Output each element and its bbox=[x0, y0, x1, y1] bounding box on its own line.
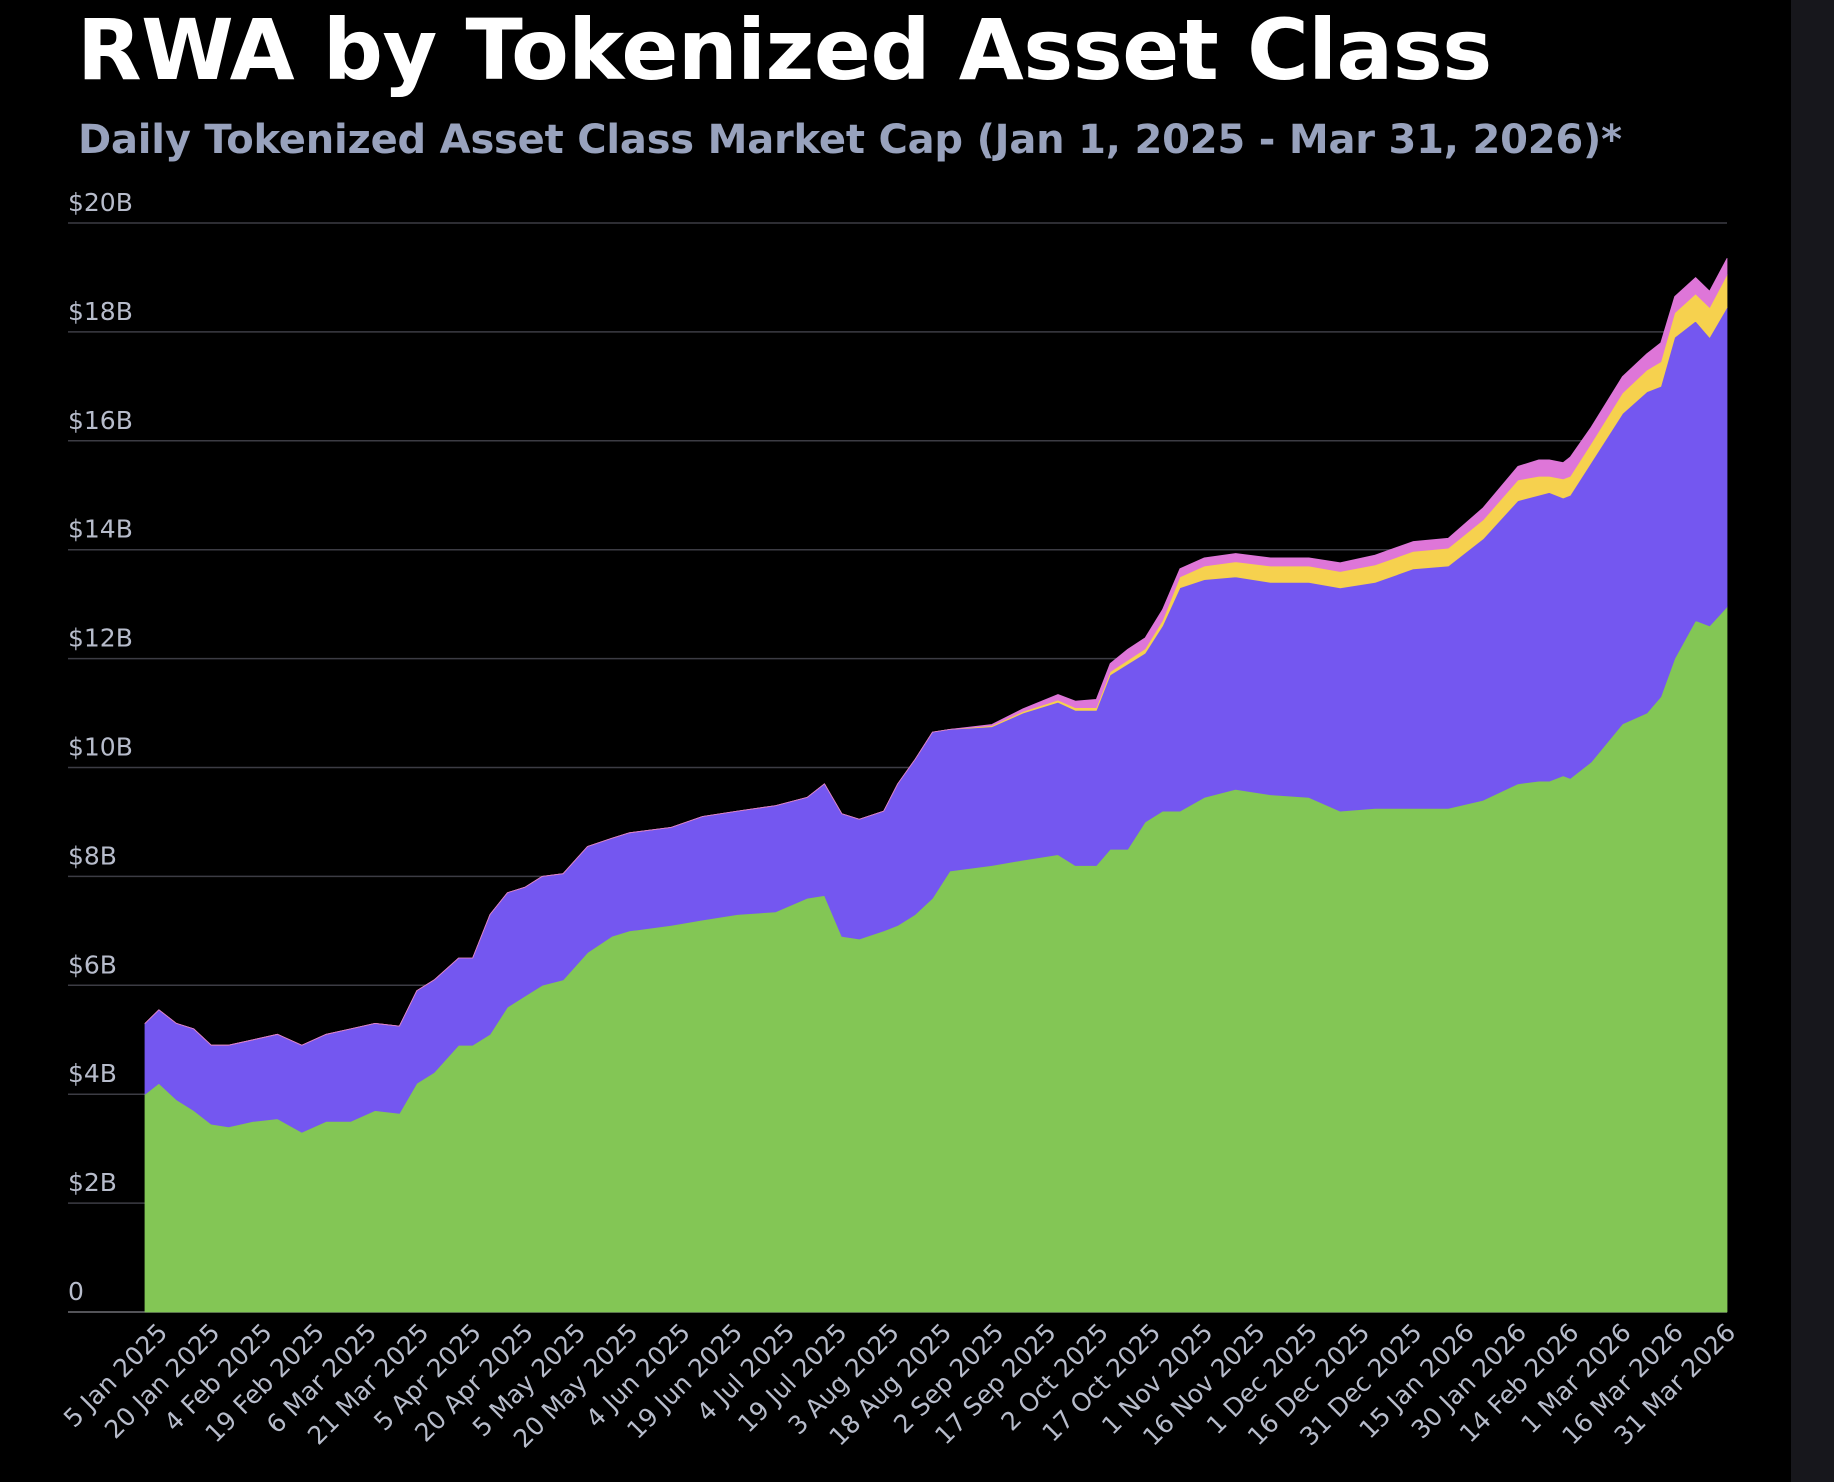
page-title: RWA by Tokenized Asset Class bbox=[77, 1, 1492, 99]
y-tick-label: $18B bbox=[68, 297, 133, 326]
y-tick-label: $12B bbox=[68, 624, 133, 653]
y-tick-label: $20B bbox=[68, 188, 133, 217]
y-tick-label: $4B bbox=[68, 1059, 117, 1088]
page-subtitle: Daily Tokenized Asset Class Market Cap (… bbox=[78, 117, 1622, 163]
y-axis: 0 $2B $4B $6B $8B $10B $12B $14B $16B $18B $20B bbox=[68, 188, 133, 1306]
window-edge bbox=[1791, 0, 1834, 1482]
y-tick-label: $16B bbox=[68, 406, 133, 435]
y-tick-label: $10B bbox=[68, 733, 133, 762]
y-tick-label: $2B bbox=[68, 1168, 117, 1197]
y-tick-label: 0 bbox=[68, 1277, 84, 1306]
series-area-4 bbox=[144, 258, 1728, 1046]
y-tick-label: $14B bbox=[68, 515, 133, 544]
y-tick-label: $8B bbox=[68, 841, 117, 870]
y-tick-label: $6B bbox=[68, 950, 117, 979]
series-areas bbox=[144, 258, 1728, 1313]
